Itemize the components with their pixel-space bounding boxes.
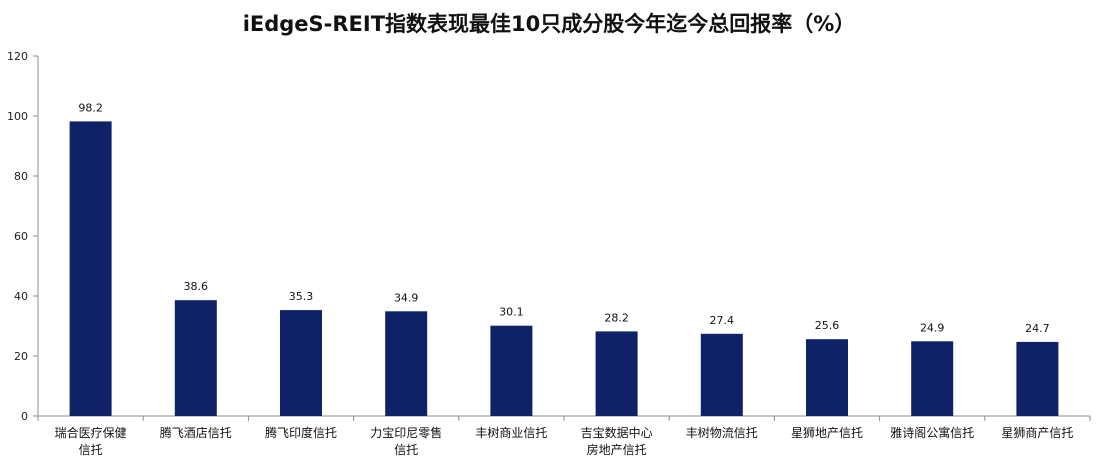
y-tick-label: 60 (14, 230, 28, 243)
bar (280, 310, 322, 416)
data-label: 38.6 (184, 280, 209, 293)
data-label: 24.9 (920, 321, 945, 334)
bar (806, 339, 848, 416)
category-label: 吉宝数据中心 (581, 425, 653, 440)
category-label: 丰树物流信托 (686, 425, 758, 440)
category-label: 丰树商业信托 (475, 425, 547, 440)
category-label: 腾飞印度信托 (265, 425, 337, 440)
data-label: 30.1 (499, 306, 524, 319)
bar (595, 331, 638, 416)
data-label: 98.2 (78, 101, 103, 114)
bars (69, 121, 1059, 417)
data-label: 35.3 (289, 290, 314, 303)
category-label: 星狮商产信托 (1001, 425, 1073, 440)
data-label: 24.7 (1025, 322, 1050, 335)
bar (1016, 341, 1059, 416)
y-tick-label: 120 (7, 50, 28, 63)
category-label: 信托 (394, 443, 418, 457)
bar (69, 121, 112, 417)
labels: 98.2瑞合医疗保健信托38.6腾飞酒店信托35.3腾飞印度信托34.9力宝印尼… (55, 101, 1074, 457)
y-tick-label: 0 (21, 410, 28, 423)
category-label: 信托 (79, 443, 103, 457)
data-label: 27.4 (710, 314, 735, 327)
y-tick-label: 80 (14, 170, 28, 183)
bar (700, 333, 743, 416)
category-label: 瑞合医疗保健 (55, 425, 127, 440)
category-label: 星狮地产信托 (791, 426, 863, 440)
bar (490, 325, 533, 416)
y-tick-label: 20 (14, 350, 28, 363)
data-label: 25.6 (815, 319, 840, 332)
category-label: 腾飞酒店信托 (160, 425, 232, 440)
bar (174, 300, 217, 416)
category-label: 力宝印尼零售 (370, 425, 442, 440)
category-label: 雅诗阁公寓信托 (890, 425, 974, 440)
data-label: 34.9 (394, 291, 419, 304)
y-tick-label: 40 (14, 290, 28, 303)
y-tick-label: 100 (7, 110, 28, 123)
data-label: 28.2 (604, 311, 629, 324)
bar (911, 341, 954, 416)
chart-title: iEdgeS-REIT指数表现最佳10只成分股今年迄今总回报率（%） (242, 12, 856, 36)
category-label: 房地产信托 (587, 442, 647, 457)
bar (385, 311, 428, 416)
